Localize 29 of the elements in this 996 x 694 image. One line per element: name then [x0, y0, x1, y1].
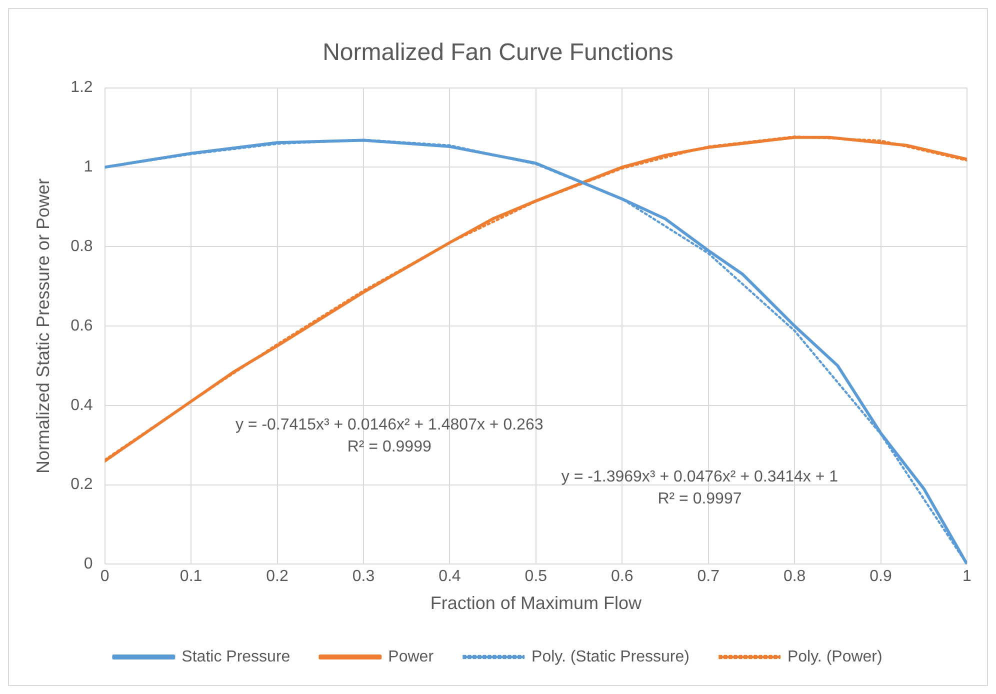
- annotation: R² = 0.9997: [658, 490, 742, 508]
- annotation: R² = 0.9999: [347, 438, 432, 456]
- y-tick-label: 1.2: [70, 79, 93, 96]
- y-tick-label: 0.4: [70, 396, 93, 414]
- x-tick-label: 0.3: [352, 568, 375, 586]
- legend-label: Poly. (Power): [787, 648, 882, 666]
- y-tick-label: 0: [84, 556, 93, 573]
- y-axis-title: Normalized Static Pressure or Power: [32, 178, 53, 474]
- x-tick-label: 0.6: [611, 568, 634, 586]
- annotation: y = -0.7415x³ + 0.0146x² + 1.4807x + 0.263: [235, 416, 544, 434]
- legend-label: Poly. (Static Pressure): [532, 648, 690, 666]
- annotation: y = -1.3969x³ + 0.0476x² + 0.3414x + 1: [561, 468, 838, 486]
- y-tick-label: 0.2: [70, 476, 93, 494]
- x-tick-label: 0.7: [697, 568, 720, 586]
- y-tick-label: 0.8: [70, 238, 93, 256]
- legend-label: Static Pressure: [182, 648, 290, 666]
- x-tick-label: 0.4: [438, 568, 461, 586]
- x-tick-label: 0.8: [783, 568, 806, 586]
- legend-label: Power: [388, 648, 434, 666]
- x-tick-label: 1: [962, 568, 972, 586]
- x-axis-title: Fraction of Maximum Flow: [430, 593, 642, 614]
- chart-title: Normalized Fan Curve Functions: [322, 39, 674, 66]
- y-tick-label: 1: [84, 158, 93, 176]
- x-tick-label: 0.1: [180, 568, 202, 586]
- x-tick-label: 0.9: [870, 568, 892, 586]
- x-tick-label: 0.2: [266, 568, 288, 586]
- x-tick-label: 0: [100, 568, 110, 586]
- x-tick-label: 0.5: [524, 568, 548, 586]
- y-tick-label: 0.6: [70, 317, 93, 334]
